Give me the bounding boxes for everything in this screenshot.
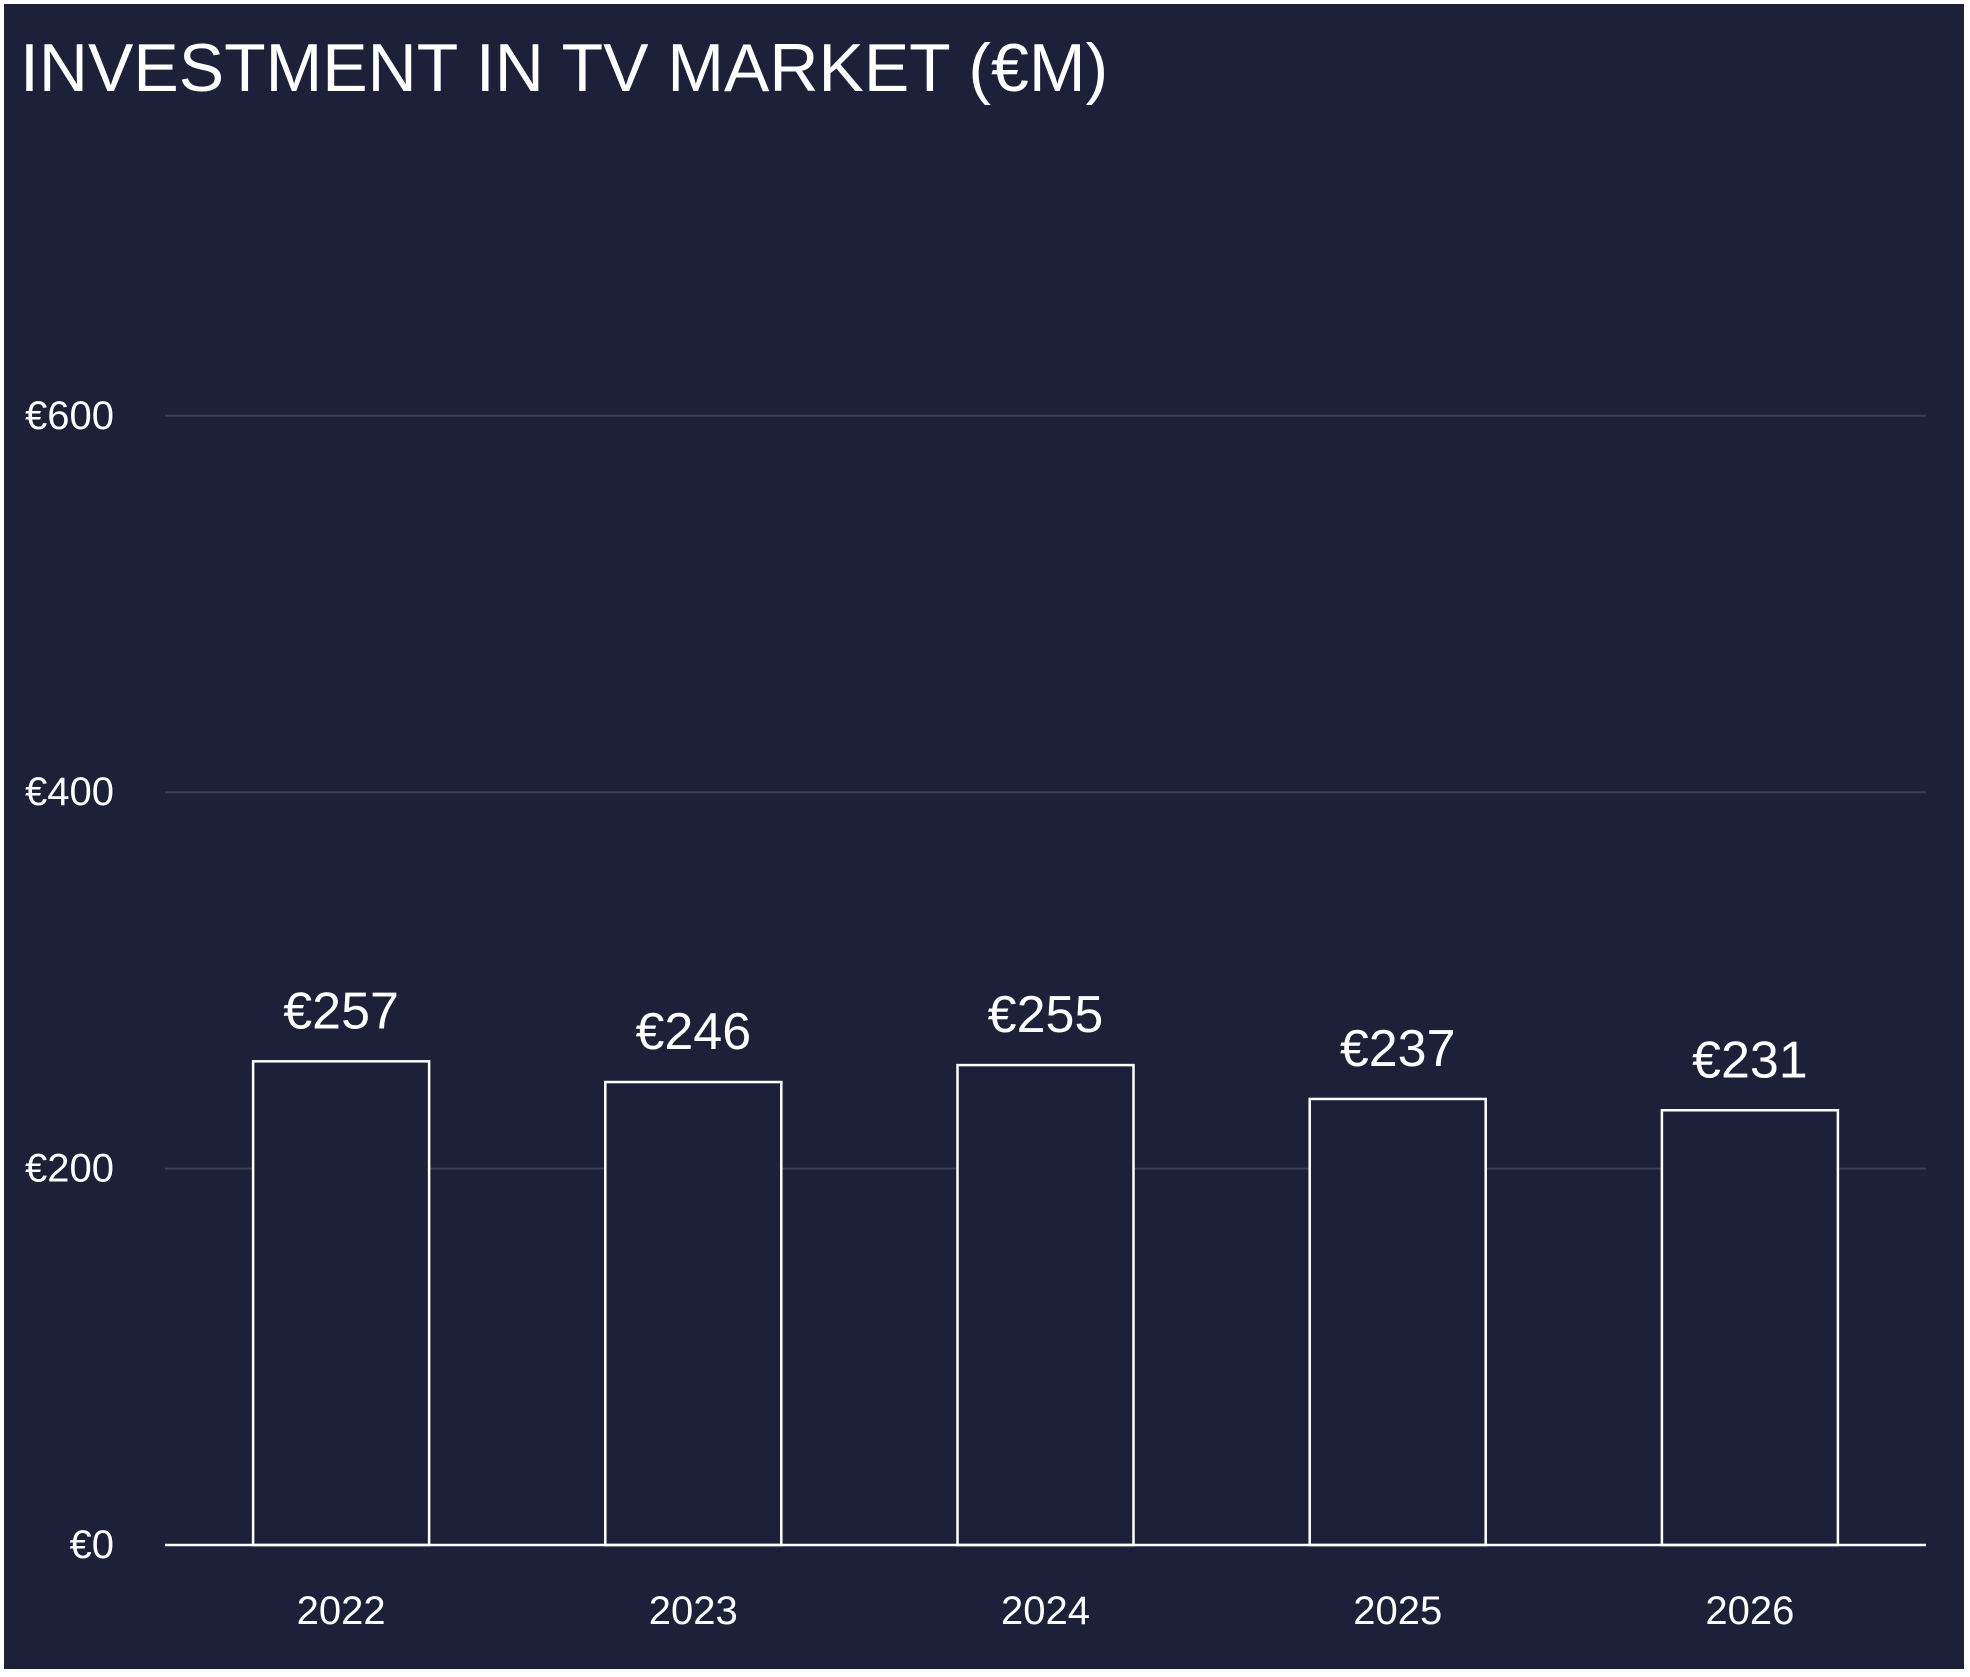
bar-2024	[956, 1063, 1135, 1547]
y-tick-label: €600	[25, 394, 114, 438]
x-tick-label-2025: 2025	[1353, 1589, 1442, 1633]
bar-2023	[604, 1080, 783, 1547]
y-tick-label: €200	[25, 1147, 114, 1191]
gridlines	[165, 414, 1926, 1170]
bar-2025	[1308, 1097, 1487, 1547]
y-tick-label: €400	[25, 770, 114, 814]
x-tick-label-2023: 2023	[649, 1589, 738, 1633]
bar-2026	[1660, 1109, 1840, 1547]
x-tick-label-2024: 2024	[1001, 1589, 1090, 1633]
chart-title: INVESTMENT IN TV MARKET (€M)	[20, 30, 1109, 106]
bar-chart: €0 €200 €400 €600 €257 2022 €246 2023 €255 2024 €2…	[25, 394, 1926, 1633]
data-label-2025: €237	[1340, 1020, 1456, 1078]
bar-2022	[251, 1060, 431, 1547]
labels: €0 €200 €400 €600 €257 2022 €246 2023 €255 2024 €2…	[25, 394, 1808, 1633]
y-tick-label: €0	[70, 1523, 115, 1567]
data-label-2022: €257	[283, 982, 399, 1040]
chart-panel: €0 €200 €400 €600 €257 2022 €246 2023 €255 2024 €2…	[4, 4, 1964, 1669]
x-tick-label-2022: 2022	[297, 1589, 386, 1633]
x-tick-label-2026: 2026	[1705, 1589, 1794, 1633]
data-label-2023: €246	[635, 1003, 751, 1061]
data-label-2024: €255	[988, 986, 1104, 1044]
bars	[251, 1060, 1840, 1547]
data-label-2026: €231	[1692, 1031, 1808, 1089]
